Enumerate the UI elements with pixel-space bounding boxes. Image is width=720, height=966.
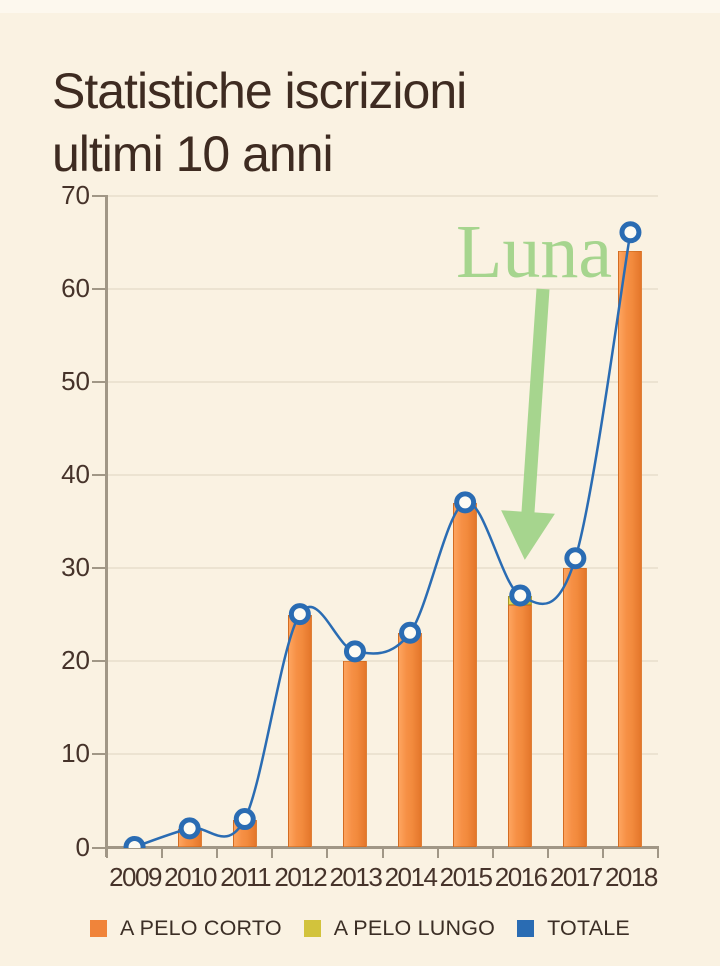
totale-line-series: [123, 221, 642, 848]
marker-totale-2015[interactable]: [454, 491, 477, 514]
gridline-30: [107, 567, 658, 570]
bar-a-pelo-corto-2012[interactable]: [287, 614, 312, 848]
x-axis-label-2013: 2013: [329, 862, 382, 892]
legend-swatch-icon: [90, 920, 108, 937]
x-axis-label-2012: 2012: [274, 862, 327, 892]
marker-totale-2010[interactable]: [178, 817, 201, 840]
gridline-70: [107, 194, 658, 197]
annotation-luna-label: Luna: [456, 210, 613, 294]
x-tick-10: [657, 849, 659, 858]
legend-label: A PELO LUNGO: [333, 916, 496, 940]
x-tick-7: [491, 849, 494, 858]
chart-legend: A PELO CORTO A PELO LUNGO TOTALE: [0, 916, 720, 941]
x-axis-label-2016: 2016: [494, 862, 548, 892]
x-axis-label-2010: 2010: [164, 862, 217, 892]
legend-item-a-pelo-corto[interactable]: A PELO CORTO: [90, 916, 282, 941]
x-axis-line: [105, 846, 659, 849]
x-tick-9: [601, 849, 604, 858]
x-axis-label-2014: 2014: [384, 862, 438, 892]
x-tick-2: [216, 849, 219, 858]
bar-a-pelo-corto-2015[interactable]: [453, 502, 478, 848]
y-tick-50: [92, 380, 107, 383]
gridline-50: [107, 380, 658, 383]
x-tick-4: [326, 849, 329, 858]
legend-label: TOTALE: [547, 916, 630, 940]
y-axis-label: 20: [61, 645, 90, 676]
legend-swatch-icon: [303, 920, 321, 937]
y-axis-line: [105, 195, 108, 857]
marker-totale-2009[interactable]: [123, 836, 146, 848]
x-tick-5: [381, 849, 384, 858]
x-tick-6: [436, 849, 439, 858]
marker-totale-2011[interactable]: [233, 808, 256, 831]
marker-totale-2017[interactable]: [564, 547, 587, 570]
y-axis-label: 30: [61, 552, 90, 583]
y-axis-label: 70: [61, 179, 90, 210]
y-axis-label: 10: [61, 738, 90, 769]
x-tick-1: [161, 849, 164, 858]
status-strip: [0, 0, 720, 13]
bar-a-pelo-corto-2018[interactable]: [618, 251, 643, 848]
gridline-40: [107, 473, 658, 476]
y-axis-label: 0: [75, 831, 90, 862]
marker-totale-2012[interactable]: [288, 603, 311, 626]
x-axis-label-2018: 2018: [604, 862, 658, 892]
gridline-60: [107, 287, 658, 290]
gridline-10: [107, 753, 658, 756]
bar-a-pelo-corto-2013[interactable]: [342, 661, 367, 848]
totale-line: [134, 232, 632, 848]
marker-totale-2013[interactable]: [343, 640, 366, 663]
bar-a-pelo-corto-2014[interactable]: [398, 633, 423, 848]
y-tick-0: [92, 846, 107, 849]
bar-a-pelo-corto-2016[interactable]: [508, 605, 533, 848]
y-axis-label: 50: [61, 365, 90, 396]
y-axis-label: 40: [61, 458, 90, 489]
y-axis-label: 60: [61, 272, 90, 303]
y-tick-60: [92, 287, 107, 290]
x-axis-label-2011: 2011: [220, 862, 271, 892]
marker-totale-2014[interactable]: [399, 621, 422, 644]
marker-totale-2018[interactable]: [619, 221, 642, 244]
x-axis-label-2009: 2009: [109, 862, 162, 892]
legend-swatch-icon: [517, 920, 535, 937]
y-tick-10: [92, 753, 107, 756]
y-tick-70: [92, 194, 107, 197]
bar-a-pelo-corto-2017[interactable]: [563, 568, 588, 848]
gridline-20: [107, 660, 658, 663]
y-tick-40: [92, 473, 107, 476]
legend-label: A PELO CORTO: [120, 916, 282, 940]
x-tick-8: [546, 849, 549, 858]
legend-item-a-pelo-lungo[interactable]: A PELO LUNGO: [303, 916, 496, 941]
y-tick-20: [92, 660, 107, 663]
x-tick-3: [271, 849, 274, 858]
y-tick-30: [92, 567, 107, 570]
page-title: Statistiche iscrizioni ultimi 10 anni: [52, 62, 467, 182]
x-axis-label-2015: 2015: [439, 862, 493, 892]
x-axis-label-2017: 2017: [549, 862, 603, 892]
legend-item-totale[interactable]: TOTALE: [517, 916, 630, 941]
marker-totale-2016[interactable]: [509, 584, 532, 607]
